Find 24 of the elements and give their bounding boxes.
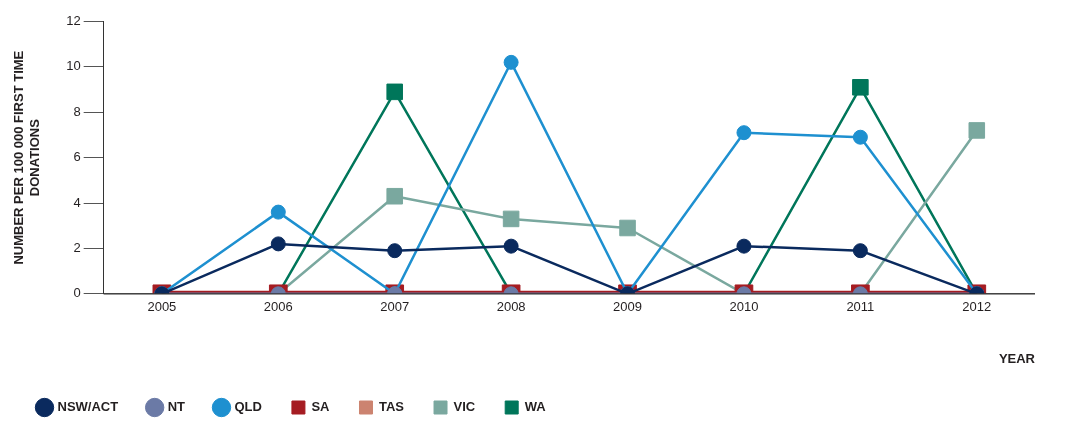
legend-label: NSW/ACT xyxy=(57,399,119,415)
y-tick-label: 12 xyxy=(66,13,81,29)
legend-label: VIC xyxy=(453,399,476,415)
x-tick-label: 2007 xyxy=(380,299,410,315)
x-axis-title: YEAR xyxy=(998,350,1036,366)
y-axis-title: NUMBER PER 100 000 FIRST TIME DONATIONS xyxy=(11,50,42,265)
x-tick-label: 2006 xyxy=(263,299,293,315)
x-tick-label: 2005 xyxy=(147,299,177,315)
y-tick-label: 2 xyxy=(73,239,81,255)
y-tick-label: 8 xyxy=(73,103,81,119)
x-tick-label: 2008 xyxy=(496,299,526,315)
y-tick-label: 4 xyxy=(73,194,81,210)
x-tick-label: 2012 xyxy=(962,299,992,315)
legend-label: QLD xyxy=(234,399,262,415)
y-tick-label: 0 xyxy=(73,285,81,301)
legend-label: SA xyxy=(311,399,331,415)
x-tick-label: 2009 xyxy=(613,299,642,315)
y-tick-label: 10 xyxy=(66,58,81,74)
x-tick-label: 2011 xyxy=(846,299,875,315)
legend-label: WA xyxy=(524,399,547,415)
legend-label: TAS xyxy=(378,399,405,415)
legend-label: NT xyxy=(167,399,186,415)
y-tick-label: 6 xyxy=(73,149,81,165)
x-tick-label: 2010 xyxy=(729,299,759,315)
